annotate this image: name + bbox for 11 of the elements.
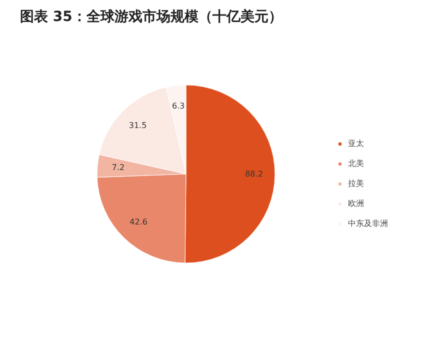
legend-label: 中东及非洲: [348, 219, 388, 228]
chart-title: 图表 35：全球游戏市场规模（十亿美元）: [20, 8, 282, 25]
data-label: 88.2: [245, 169, 263, 178]
data-label: 6.3: [172, 101, 185, 110]
data-label: 7.2: [112, 162, 125, 172]
data-label: 42.6: [130, 218, 148, 227]
legend-label: 拉美: [348, 179, 364, 188]
legend-label: 欧洲: [348, 199, 364, 208]
legend-label: 北美: [348, 159, 364, 168]
legend-label: 亚太: [348, 139, 364, 148]
data-label: 31.5: [128, 121, 147, 130]
